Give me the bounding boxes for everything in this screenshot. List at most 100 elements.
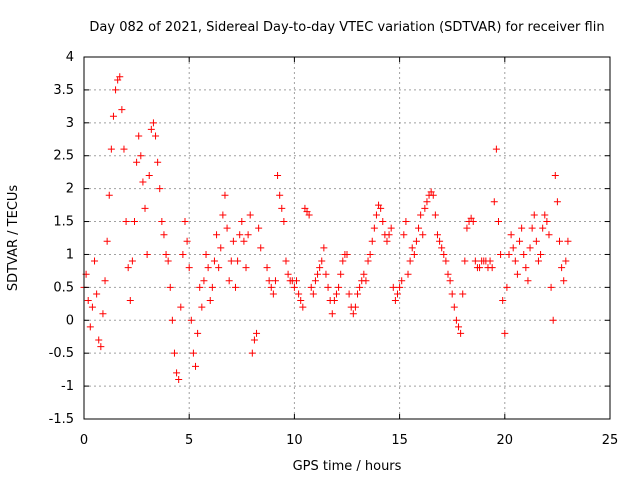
data-point bbox=[391, 297, 399, 305]
data-point bbox=[189, 349, 197, 357]
data-point bbox=[444, 270, 452, 278]
data-point bbox=[267, 283, 275, 291]
data-point bbox=[185, 264, 193, 272]
data-point bbox=[107, 145, 115, 153]
data-point bbox=[215, 264, 223, 272]
data-point bbox=[551, 171, 559, 179]
ticks-layer: 0 5 10 15 20 25 -1.5 -1 -0.5 0 0.5 1 1.5 2 2.5 3 3.5 4 bbox=[49, 50, 619, 448]
data-point bbox=[162, 250, 170, 258]
data-point bbox=[126, 297, 134, 305]
data-point bbox=[438, 244, 446, 252]
x-tick-label: 0 bbox=[80, 433, 88, 448]
data-point bbox=[170, 349, 178, 357]
data-point bbox=[217, 244, 225, 252]
data-point bbox=[299, 303, 307, 311]
data-point bbox=[141, 204, 149, 212]
data-point bbox=[257, 244, 265, 252]
data-point bbox=[318, 257, 326, 265]
y-tick-label: 3 bbox=[66, 116, 74, 131]
data-point bbox=[152, 132, 160, 140]
data-point bbox=[295, 290, 303, 298]
data-point bbox=[244, 231, 252, 239]
data-point bbox=[130, 218, 138, 226]
data-point bbox=[307, 283, 315, 291]
data-point bbox=[198, 303, 206, 311]
data-point bbox=[497, 250, 505, 258]
data-point bbox=[337, 270, 345, 278]
data-point bbox=[530, 211, 538, 219]
data-point bbox=[133, 158, 141, 166]
data-point bbox=[383, 237, 391, 245]
data-point bbox=[509, 244, 517, 252]
data-point bbox=[225, 277, 233, 285]
data-point bbox=[293, 277, 301, 285]
data-point bbox=[200, 277, 208, 285]
data-point bbox=[520, 250, 528, 258]
x-tick-label: 10 bbox=[286, 433, 303, 448]
data-point bbox=[516, 237, 524, 245]
data-point bbox=[385, 231, 393, 239]
data-point bbox=[145, 171, 153, 179]
data-point bbox=[143, 250, 151, 258]
data-point bbox=[297, 297, 305, 305]
data-point bbox=[370, 224, 378, 232]
data-point bbox=[503, 283, 511, 291]
data-point bbox=[278, 204, 286, 212]
data-point bbox=[431, 211, 439, 219]
data-point bbox=[564, 237, 572, 245]
data-point bbox=[166, 283, 174, 291]
y-tick-label: 1.5 bbox=[53, 215, 74, 230]
data-point bbox=[238, 218, 246, 226]
data-point bbox=[187, 316, 195, 324]
data-point bbox=[135, 132, 143, 140]
x-tick-label: 25 bbox=[602, 433, 619, 448]
data-point bbox=[160, 231, 168, 239]
data-point bbox=[227, 257, 235, 265]
data-point bbox=[400, 231, 408, 239]
data-point bbox=[471, 257, 479, 265]
data-point bbox=[526, 244, 534, 252]
data-point bbox=[406, 257, 414, 265]
y-tick-label: 4 bbox=[66, 50, 74, 65]
data-point bbox=[332, 290, 340, 298]
data-point bbox=[219, 211, 227, 219]
data-point bbox=[290, 283, 298, 291]
data-point bbox=[91, 257, 99, 265]
data-point bbox=[173, 369, 181, 377]
data-point bbox=[404, 270, 412, 278]
data-point bbox=[343, 250, 351, 258]
data-point bbox=[459, 290, 467, 298]
data-point bbox=[88, 303, 96, 311]
data-point bbox=[492, 145, 500, 153]
data-point bbox=[158, 218, 166, 226]
data-point bbox=[377, 204, 385, 212]
data-point bbox=[364, 257, 372, 265]
data-point bbox=[349, 310, 357, 318]
data-point bbox=[345, 290, 353, 298]
data-point bbox=[284, 270, 292, 278]
data-point bbox=[255, 224, 263, 232]
data-point bbox=[282, 257, 290, 265]
data-point bbox=[393, 290, 401, 298]
data-point bbox=[362, 277, 370, 285]
data-point bbox=[423, 198, 431, 206]
data-point bbox=[274, 171, 282, 179]
data-point bbox=[442, 257, 450, 265]
data-point bbox=[194, 329, 202, 337]
data-point bbox=[196, 283, 204, 291]
data-point bbox=[366, 250, 374, 258]
data-point bbox=[112, 86, 120, 94]
data-point bbox=[276, 191, 284, 199]
data-point bbox=[103, 237, 111, 245]
data-point bbox=[250, 336, 258, 344]
data-point bbox=[236, 231, 244, 239]
data-point bbox=[518, 224, 526, 232]
data-point bbox=[398, 277, 406, 285]
data-point bbox=[389, 283, 397, 291]
data-point bbox=[168, 316, 176, 324]
data-point bbox=[118, 106, 126, 114]
data-point bbox=[330, 297, 338, 305]
x-axis-label: GPS time / hours bbox=[293, 459, 402, 474]
